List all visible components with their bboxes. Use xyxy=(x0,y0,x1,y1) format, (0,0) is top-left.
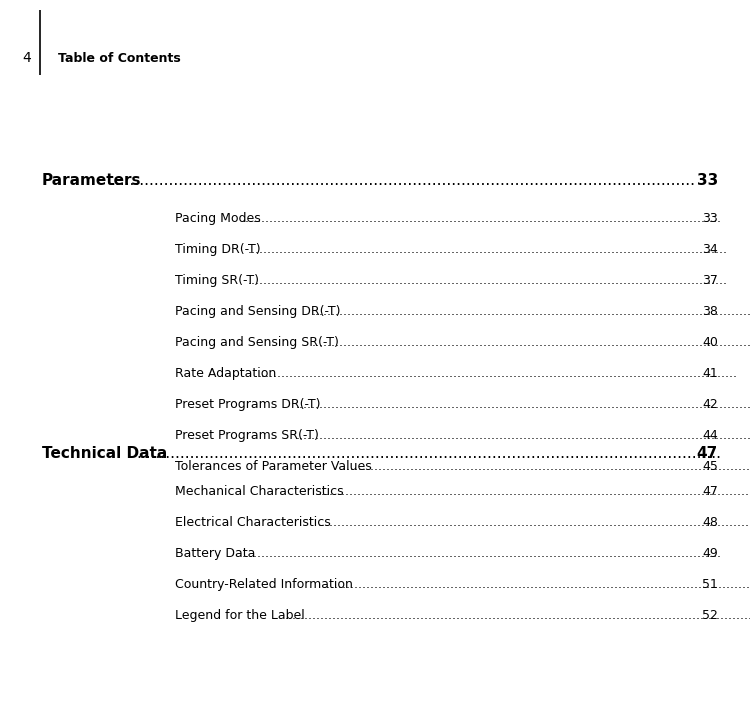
Text: ................................................................................: ........................................… xyxy=(339,460,750,473)
Text: 41: 41 xyxy=(702,367,718,380)
Text: ................................................................................: ........................................… xyxy=(312,336,750,349)
Text: Electrical Characteristics: Electrical Characteristics xyxy=(175,516,331,529)
Text: 49: 49 xyxy=(702,547,718,560)
Text: Table of Contents: Table of Contents xyxy=(58,52,181,65)
Text: ................................................................................: ........................................… xyxy=(248,274,728,287)
Text: 45: 45 xyxy=(702,460,718,473)
Text: 47: 47 xyxy=(697,446,718,461)
Text: Timing DR(-T): Timing DR(-T) xyxy=(175,243,261,256)
Text: Legend for the Label: Legend for the Label xyxy=(175,609,304,622)
Text: Pacing Modes: Pacing Modes xyxy=(175,212,261,225)
Text: ................................................................................: ........................................… xyxy=(136,446,722,461)
Text: 33: 33 xyxy=(697,173,718,188)
Text: 37: 37 xyxy=(702,274,718,287)
Text: Tolerances of Parameter Values: Tolerances of Parameter Values xyxy=(175,460,376,473)
Text: Timing SR(-T): Timing SR(-T) xyxy=(175,274,259,287)
Text: 34: 34 xyxy=(702,243,718,256)
Text: ................................................................................: ........................................… xyxy=(242,547,722,560)
Text: 48: 48 xyxy=(702,516,718,529)
Text: ................................................................................: ........................................… xyxy=(322,578,750,591)
Text: ................................................................................: ........................................… xyxy=(110,173,695,188)
Text: Country-Related Information: Country-Related Information xyxy=(175,578,352,591)
Text: ................................................................................: ........................................… xyxy=(258,367,738,380)
Text: ................................................................................: ........................................… xyxy=(312,305,750,318)
Text: 44: 44 xyxy=(702,429,718,442)
Text: Parameters: Parameters xyxy=(42,173,142,188)
Text: 33: 33 xyxy=(702,212,718,225)
Text: 51: 51 xyxy=(702,578,718,591)
Text: Pacing and Sensing SR(-T): Pacing and Sensing SR(-T) xyxy=(175,336,339,349)
Text: Rate Adaptation: Rate Adaptation xyxy=(175,367,280,380)
Text: Pacing and Sensing DR(-T): Pacing and Sensing DR(-T) xyxy=(175,305,349,318)
Text: 42: 42 xyxy=(702,398,718,411)
Text: 47: 47 xyxy=(702,485,718,498)
Text: Mechanical Characteristics: Mechanical Characteristics xyxy=(175,485,352,498)
Text: ................................................................................: ........................................… xyxy=(296,429,750,442)
Text: Battery Data: Battery Data xyxy=(175,547,255,560)
Text: Preset Programs DR(-T): Preset Programs DR(-T) xyxy=(175,398,328,411)
Text: Preset Programs SR(-T): Preset Programs SR(-T) xyxy=(175,429,319,442)
Text: ................................................................................: ........................................… xyxy=(317,485,750,498)
Text: 52: 52 xyxy=(702,609,718,622)
Text: ................................................................................: ........................................… xyxy=(296,398,750,411)
Text: 40: 40 xyxy=(702,336,718,349)
Text: 38: 38 xyxy=(702,305,718,318)
Text: ................................................................................: ........................................… xyxy=(248,243,728,256)
Text: Technical Data: Technical Data xyxy=(42,446,167,461)
Text: ................................................................................: ........................................… xyxy=(285,609,750,622)
Text: 4: 4 xyxy=(22,51,31,65)
Text: ................................................................................: ........................................… xyxy=(242,212,722,225)
Text: ................................................................................: ........................................… xyxy=(317,516,750,529)
